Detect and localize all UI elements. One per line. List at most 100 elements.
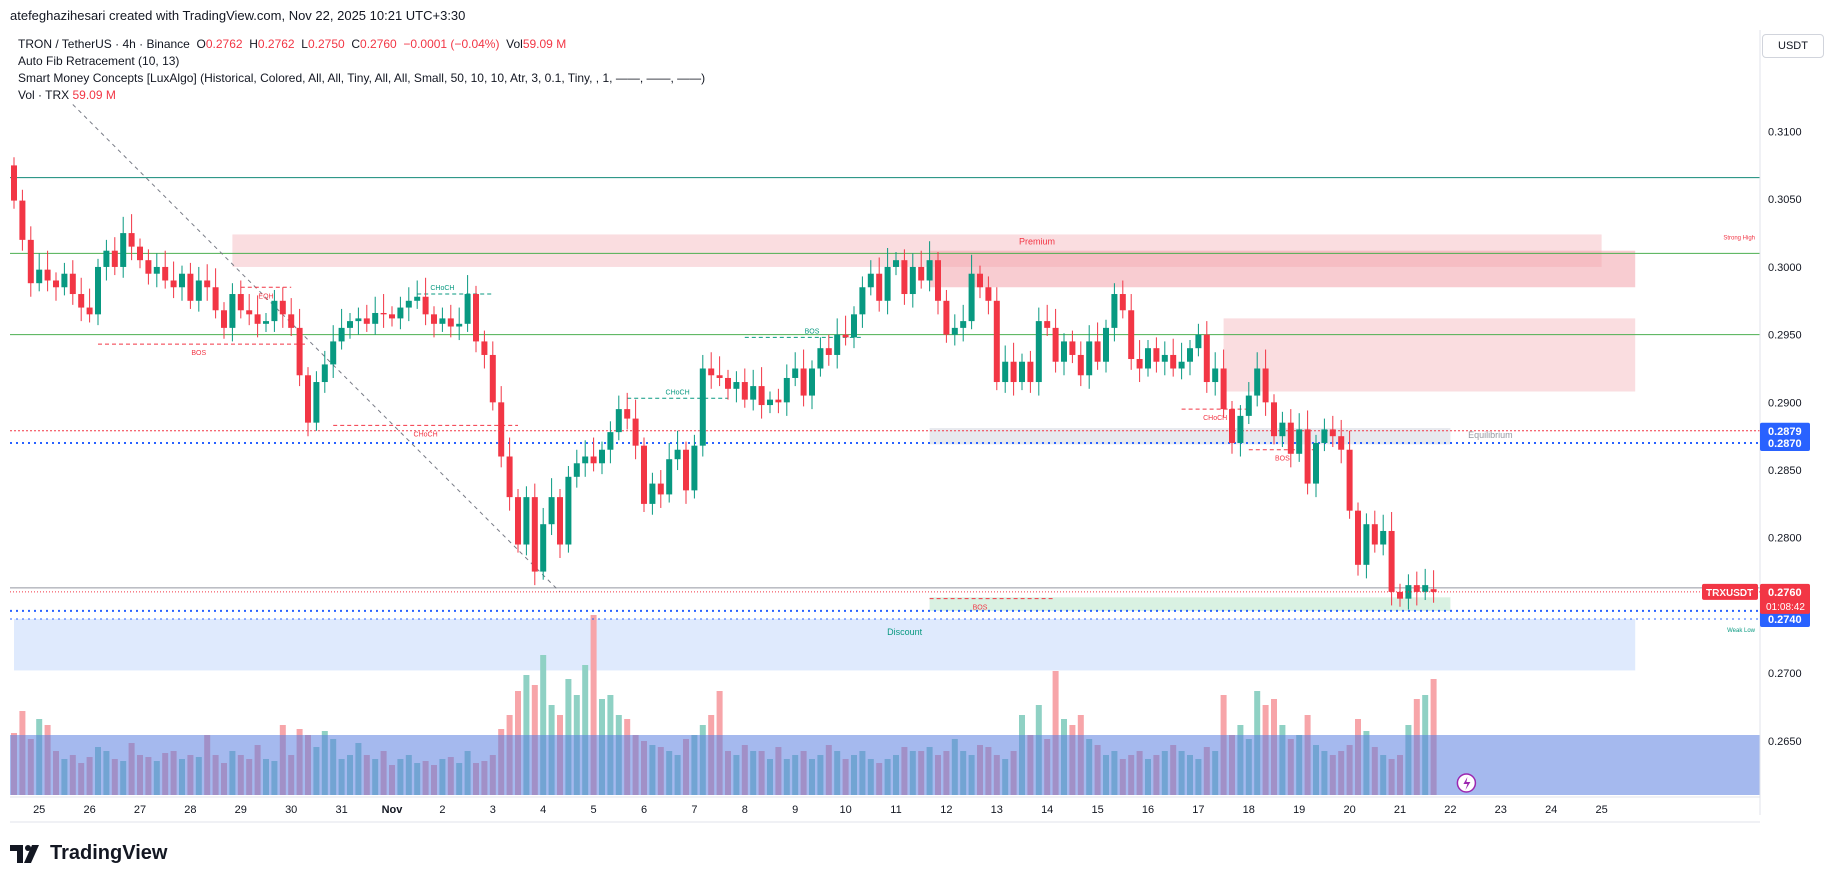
candle-body [1422, 585, 1429, 592]
candle-body [498, 402, 505, 457]
symbol-title[interactable]: TRON / TetherUS · 4h · Binance [18, 37, 190, 51]
candle-body [1220, 368, 1227, 410]
x-tick-label: 2 [439, 804, 445, 816]
candle-body [103, 250, 110, 267]
candle-body [1287, 422, 1294, 454]
candle-body [321, 364, 328, 383]
zone-discount [14, 618, 1636, 671]
candle-body [1195, 334, 1202, 349]
candle-body [1313, 442, 1319, 484]
candle-body [212, 287, 219, 311]
candle-body [741, 382, 748, 400]
candle-body [1279, 422, 1286, 437]
candle-body [263, 321, 269, 324]
candle-body [95, 266, 101, 315]
currency-selector[interactable]: USDT [1762, 34, 1824, 58]
candle-body [137, 246, 143, 261]
candle-body [431, 314, 437, 324]
candle-body [11, 165, 17, 201]
candle-body [1153, 348, 1160, 362]
candle-body [246, 310, 253, 315]
low-value: 0.2750 [307, 37, 345, 51]
candle-body [36, 269, 43, 284]
candle-body [893, 260, 899, 267]
candle-body [1145, 348, 1151, 369]
candle-body [397, 307, 404, 319]
candle-body [515, 497, 521, 545]
candle-body [506, 456, 513, 498]
candle-body [1010, 361, 1017, 383]
candle-body [1237, 415, 1244, 443]
candle-body [447, 318, 454, 327]
y-tick-label: 0.3000 [1768, 262, 1802, 274]
candle-body [1296, 429, 1303, 454]
x-tick-label: 10 [839, 804, 851, 816]
x-tick-label: 14 [1041, 804, 1053, 816]
candle-body [590, 456, 597, 464]
candle-body [456, 323, 463, 327]
candle-body [1229, 409, 1235, 443]
candle-body [1035, 321, 1042, 383]
candle-body [1111, 294, 1118, 328]
candle-body [909, 266, 916, 295]
candle-body [1002, 361, 1009, 383]
candle-body [531, 497, 538, 572]
x-tick-label: 23 [1495, 804, 1507, 816]
candle-body [1397, 591, 1403, 599]
x-tick-label: 8 [742, 804, 748, 816]
candle-body [565, 476, 572, 545]
candle-body [817, 348, 824, 369]
candle-body [716, 375, 723, 378]
candle-body [313, 382, 320, 423]
volume-value: 59.09 M [522, 37, 567, 51]
structure-label: CHoCH [430, 285, 454, 292]
tradingview-logo-icon [10, 844, 39, 863]
candle-body [1212, 368, 1219, 383]
candle-body [120, 233, 127, 267]
y-tick-label: 0.2800 [1768, 533, 1802, 545]
candle-body [599, 449, 605, 464]
x-tick-label: 21 [1394, 804, 1406, 816]
candle-body [1245, 395, 1252, 416]
candle-body [1363, 524, 1370, 565]
candle-body [792, 368, 799, 378]
strong-high-label: Strong High [1723, 235, 1755, 241]
candle-body [993, 300, 1000, 383]
chart-legend: TRON / TetherUS · 4h · Binance O0.2762 H… [18, 36, 705, 104]
y-tick-label: 0.3100 [1768, 127, 1802, 139]
x-tick-label: 31 [335, 804, 347, 816]
high-value: 0.2762 [257, 37, 295, 51]
change-value: −0.0001 (−0.04%) [403, 37, 500, 51]
structure-label: BOS [191, 350, 206, 357]
close-value: 0.2760 [360, 37, 397, 51]
candle-body [1380, 530, 1387, 545]
candle-body [405, 300, 412, 308]
candle-body [775, 399, 782, 403]
y-tick-label: 0.2850 [1768, 465, 1802, 477]
candle-body [1388, 530, 1395, 592]
x-tick-label: 16 [1142, 804, 1154, 816]
candle-body [179, 273, 185, 288]
x-tick-label: 25 [1595, 804, 1607, 816]
indicator-smc[interactable]: Smart Money Concepts [LuxAlgo] (Historic… [18, 71, 706, 85]
x-tick-label: 24 [1545, 804, 1557, 816]
low-label: L [301, 37, 308, 51]
candle-body [1304, 429, 1311, 484]
candle-body [1044, 321, 1051, 328]
x-tick-label: 29 [235, 804, 247, 816]
structure-label: EQH [258, 293, 273, 300]
candle-body [657, 483, 664, 495]
candle-body [699, 368, 706, 446]
candle-body [1086, 341, 1093, 376]
candle-body [1187, 348, 1193, 362]
indicator-fib[interactable]: Auto Fib Retracement (10, 13) [18, 54, 180, 68]
candle-body [960, 321, 967, 328]
price-chart[interactable]: Premium Equilibrium Discount BOS EQH CHoCH CHo… [0, 0, 1835, 840]
indicator-volume[interactable]: Vol · TRX 59.09 M [18, 87, 705, 104]
candle-body [884, 266, 891, 301]
zone-label-equilibrium: Equilibrium [1468, 430, 1513, 440]
structure-label: CHoCH [1203, 415, 1227, 422]
candle-body [380, 312, 387, 315]
y-tick-label: 0.2900 [1768, 397, 1802, 409]
candle-body [338, 327, 345, 342]
